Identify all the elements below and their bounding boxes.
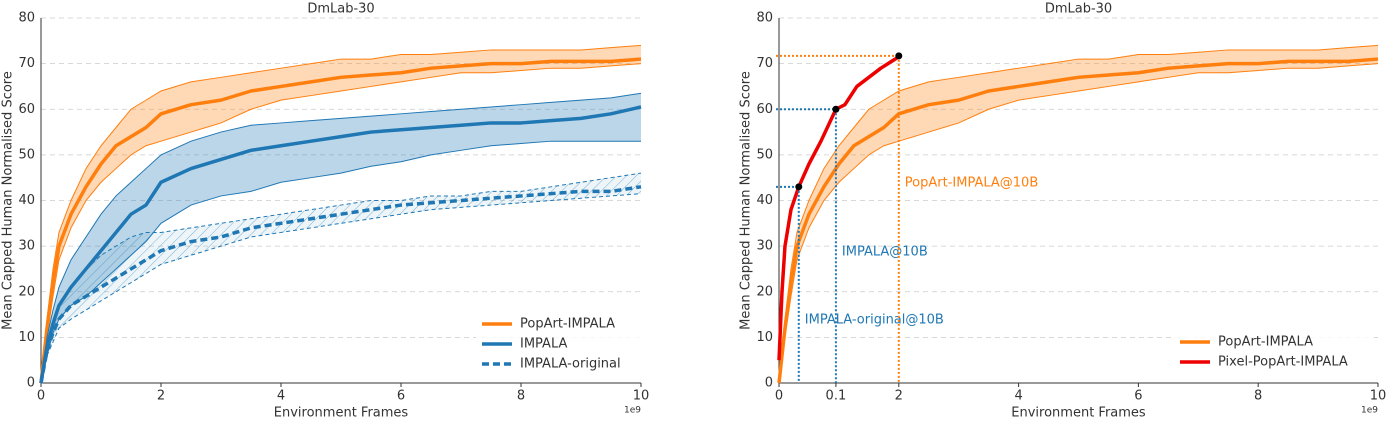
y-tick-label: 40	[756, 193, 773, 208]
x-tick-label: 0	[37, 389, 45, 404]
legend-label: Pixel-PopArt-IMPALA	[1218, 355, 1348, 370]
y-axis-label: Mean Capped Human Normalised Score	[739, 71, 754, 330]
band-edge	[40, 44, 642, 384]
x-tick-label: 10	[633, 389, 650, 404]
ref-point	[832, 105, 840, 113]
band-edge	[40, 92, 642, 384]
x-tick-label: 0	[775, 389, 783, 404]
x-tick-label: 2	[157, 389, 165, 404]
legend-label: IMPALA-original	[520, 357, 621, 372]
series-line	[39, 185, 642, 384]
ref-point	[895, 52, 903, 60]
x-tick-label: 6	[397, 389, 405, 404]
y-tick-label: 0	[765, 376, 773, 391]
y-tick-label: 0	[27, 376, 35, 391]
x-axis-label: Environment Frames	[1011, 406, 1146, 421]
band-fill	[779, 45, 1378, 383]
legend-label: IMPALA	[520, 337, 567, 352]
x-offset-label: 1e9	[1361, 406, 1378, 416]
chart-title: DmLab-30	[1045, 2, 1112, 17]
y-tick-label: 50	[18, 147, 35, 162]
y-tick-label: 50	[756, 147, 773, 162]
y-tick-label: 20	[756, 284, 773, 299]
y-tick-label: 30	[756, 239, 773, 254]
x-axis-label: Environment Frames	[274, 406, 409, 421]
x-tick-label: 6	[1134, 389, 1142, 404]
y-tick-label: 70	[18, 56, 35, 71]
x-tick-label: 0.1	[826, 389, 847, 404]
chart-title: DmLab-30	[307, 2, 374, 17]
band-edge	[40, 193, 642, 384]
series-line	[777, 55, 900, 361]
band-edge	[40, 63, 642, 384]
series-line	[39, 105, 642, 384]
y-tick-label: 10	[756, 330, 773, 345]
y-tick-label: 80	[18, 11, 35, 26]
band-edge	[40, 172, 642, 384]
ref-label: IMPALA-original@10B	[805, 313, 944, 328]
y-tick-label: 30	[18, 239, 35, 254]
x-tick-label: 8	[1254, 389, 1262, 404]
y-tick-label: 80	[756, 11, 773, 26]
series-line	[39, 57, 642, 384]
y-tick-label: 10	[18, 330, 35, 345]
x-tick-label: 4	[1014, 389, 1022, 404]
legend-box	[1174, 329, 1374, 375]
legend-label: PopArt-IMPALA	[1218, 335, 1313, 350]
ref-point	[795, 183, 803, 191]
ref-label: PopArt-IMPALA@10B	[905, 176, 1038, 191]
y-tick-label: 60	[756, 102, 773, 117]
x-tick-label: 8	[517, 389, 525, 404]
x-offset-label: 1e9	[624, 406, 641, 416]
y-tick-label: 20	[18, 284, 35, 299]
y-tick-label: 60	[18, 102, 35, 117]
series-line	[777, 57, 1379, 384]
band-edge	[778, 44, 1379, 384]
legend-label: PopArt-IMPALA	[520, 317, 615, 332]
x-tick-label: 10	[1370, 389, 1387, 404]
x-tick-label: 2	[895, 389, 903, 404]
band-fill	[41, 45, 641, 383]
ref-label: IMPALA@10B	[842, 245, 928, 260]
y-tick-label: 40	[18, 193, 35, 208]
band-fill	[41, 93, 641, 383]
y-axis-label: Mean Capped Human Normalised Score	[1, 71, 16, 330]
x-tick-label: 4	[277, 389, 285, 404]
band-edge	[778, 63, 1379, 384]
y-tick-label: 70	[756, 56, 773, 71]
